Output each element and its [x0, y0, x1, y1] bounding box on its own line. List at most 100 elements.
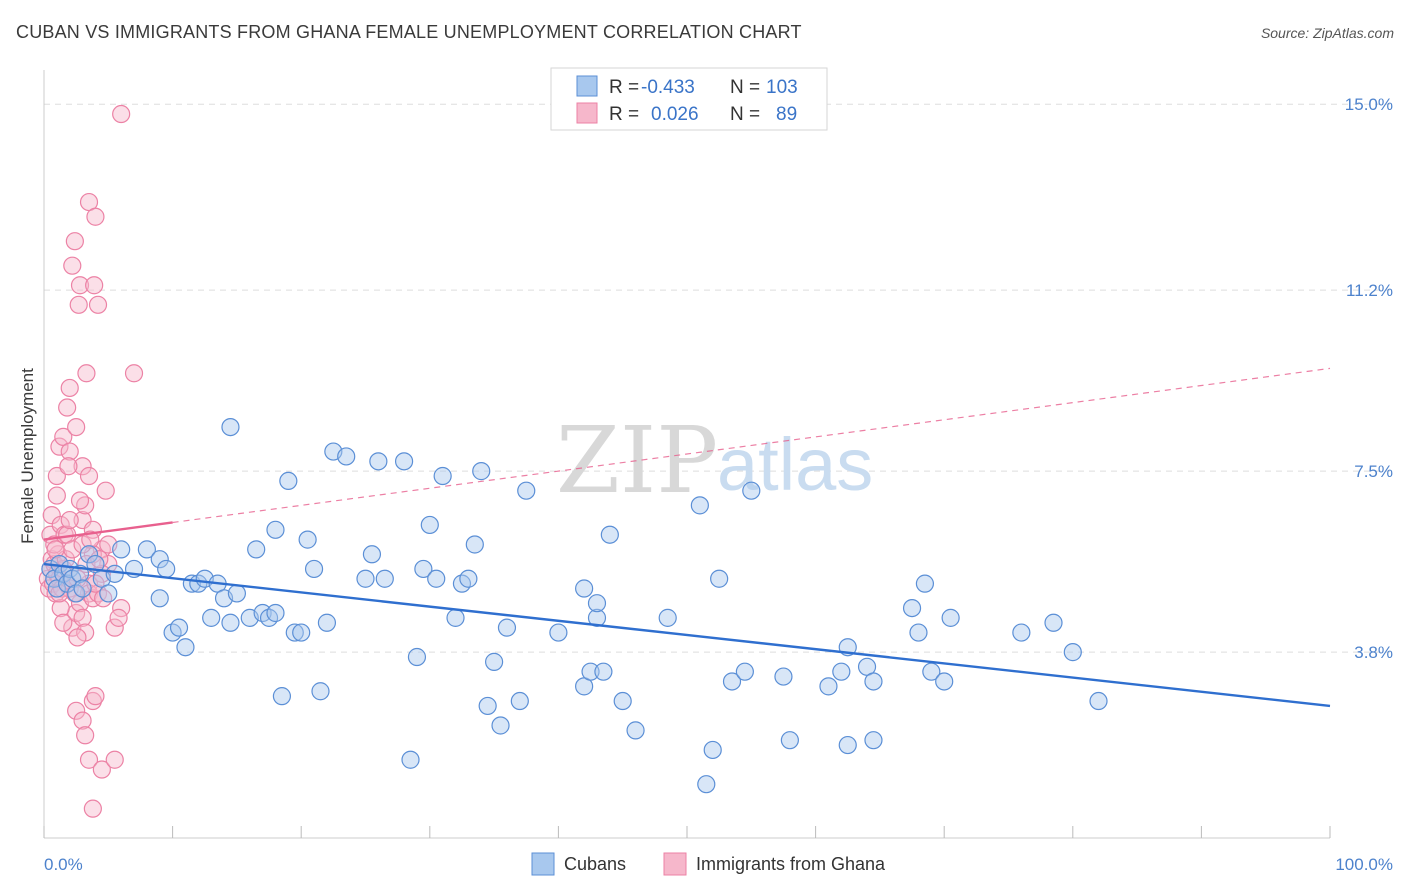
cubans-point: [227, 584, 246, 603]
cubans-point: [613, 691, 632, 711]
ghana-point: [94, 589, 113, 608]
ghana-point: [51, 598, 70, 618]
cubans-point: [915, 574, 935, 593]
trend-lines: [43, 367, 1331, 708]
ghana-point: [58, 398, 77, 417]
cubans-point: [697, 775, 716, 794]
watermark-atlas: atlas: [717, 423, 873, 506]
cubans-point: [1044, 613, 1063, 632]
ghana-trend-line-dashed: [172, 367, 1331, 524]
legend-swatch-ghana: [576, 102, 598, 124]
cubans-point: [137, 540, 156, 559]
cubans-point: [1089, 691, 1108, 711]
cubans-point: [414, 559, 433, 579]
cubans-point: [150, 550, 169, 569]
cubans-point: [73, 579, 92, 598]
ghana-point: [70, 276, 90, 295]
cubans-trend-line: [43, 562, 1331, 708]
cubans-point: [285, 623, 304, 642]
cubans-point: [710, 569, 729, 588]
cubans-point: [169, 618, 189, 637]
ghana-point: [46, 540, 65, 559]
cubans-point: [221, 613, 240, 632]
ghana-point: [85, 276, 104, 295]
ghana-point: [79, 466, 99, 486]
y-axis-label: Female Unemployment: [18, 368, 37, 544]
ghana-point: [68, 628, 87, 647]
cubans-point: [600, 525, 619, 544]
ghana-point: [68, 569, 87, 588]
cubans-point: [742, 481, 761, 500]
ghana-point: [47, 466, 66, 486]
ghana-point: [70, 491, 90, 510]
cubans-point: [446, 608, 465, 627]
cubans-point: [864, 672, 883, 691]
legend-n-value-ghana: 89: [776, 104, 797, 125]
cubans-point: [922, 662, 941, 681]
cubans-point: [491, 716, 510, 735]
cubans-point: [401, 750, 420, 769]
cubans-point: [105, 564, 124, 583]
cubans-point: [722, 672, 742, 691]
cubans-point: [864, 731, 883, 750]
cubans-point: [433, 466, 452, 486]
ghana-point: [76, 496, 95, 515]
cubans-point: [279, 471, 298, 491]
cubans-point: [587, 594, 607, 613]
bottom-legend: Cubans Immigrants from Ghana: [531, 852, 886, 876]
ghana-point: [105, 618, 124, 637]
cubans-point: [1063, 643, 1082, 662]
cubans-point: [317, 613, 337, 632]
ghana-point: [92, 760, 111, 779]
ghana-point: [67, 701, 86, 720]
ghana-point: [79, 750, 99, 769]
cubans-point: [594, 662, 613, 681]
ghana-point: [76, 726, 95, 745]
y-tick-label: 7.5%: [1354, 462, 1393, 481]
cubans-point: [941, 608, 960, 627]
cubans-point: [658, 608, 677, 627]
source-label: Source: ZipAtlas.com: [1260, 25, 1394, 41]
cubans-point: [266, 520, 285, 539]
x-axis-ticks: [43, 826, 1331, 838]
cubans-point: [575, 579, 594, 598]
ghana-point: [77, 364, 96, 383]
cubans-point: [202, 608, 221, 627]
cubans-point: [304, 559, 324, 579]
cubans-points: [41, 417, 1108, 794]
cubans-point: [79, 545, 99, 564]
ghana-point: [59, 457, 78, 476]
ghana-point: [83, 691, 102, 711]
ghana-point: [63, 256, 82, 275]
cubans-point: [703, 740, 722, 760]
cubans-point: [690, 496, 709, 515]
cubans-point: [819, 677, 838, 696]
bottom-legend-label-ghana: Immigrants from Ghana: [696, 854, 886, 874]
ghana-point: [88, 295, 108, 314]
cubans-point: [510, 691, 529, 711]
cubans-point: [99, 584, 118, 603]
y-tick-label: 3.8%: [1354, 643, 1393, 662]
cubans-point: [517, 481, 536, 500]
ghana-points: [38, 104, 144, 818]
watermark-zip: ZIP: [556, 407, 718, 514]
ghana-point: [54, 613, 73, 632]
cubans-point: [157, 559, 176, 579]
ghana-point: [50, 437, 69, 456]
ghana-point: [67, 417, 86, 437]
cubans-point: [420, 515, 439, 535]
cubans-point: [497, 618, 517, 637]
ghana-point: [73, 608, 92, 627]
ghana-point: [86, 687, 105, 706]
legend-r-value-cubans: -0.433: [641, 77, 695, 98]
chart-title: CUBAN VS IMMIGRANTS FROM GHANA FEMALE UN…: [16, 22, 802, 42]
cubans-point: [832, 662, 851, 681]
cubans-point: [838, 735, 857, 755]
ghana-point: [60, 378, 79, 398]
x-tick-label-min: 0.0%: [44, 855, 83, 874]
cubans-point: [472, 462, 491, 481]
cubans-point: [356, 569, 375, 588]
ghana-point: [47, 486, 66, 505]
cubans-point: [375, 569, 394, 588]
